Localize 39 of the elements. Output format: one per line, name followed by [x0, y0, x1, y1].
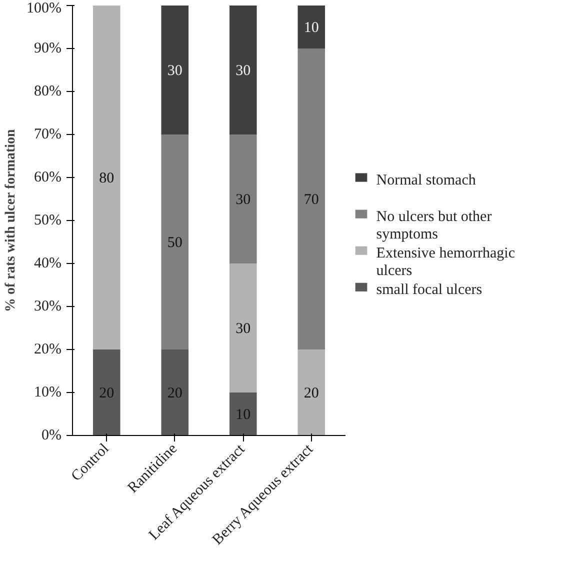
bar	[161, 350, 189, 436]
y-tick-label: 40%	[34, 256, 62, 272]
bar	[229, 134, 257, 264]
bar	[229, 6, 257, 134]
legend-label: No ulcers but other symptoms	[376, 208, 492, 242]
y-tick-label: 10%	[34, 384, 62, 400]
bar	[229, 264, 257, 392]
data-label: 20	[167, 386, 182, 402]
bar	[298, 6, 326, 48]
bar	[298, 48, 326, 350]
data-label: 70	[304, 192, 319, 208]
data-label: 30	[236, 63, 251, 79]
data-label: 30	[167, 63, 182, 79]
data-label: 30	[236, 321, 251, 337]
data-label: 10	[236, 407, 251, 423]
y-tick-label: 60%	[34, 170, 62, 186]
data-label: 30	[236, 192, 251, 208]
data-label: 20	[99, 386, 114, 402]
legend-label: Normal stomach	[376, 172, 476, 188]
y-tick-label: 30%	[34, 298, 62, 314]
y-tick-label: 80%	[34, 84, 62, 100]
y-tick-label: 50%	[34, 212, 62, 228]
legend-label: small focal ulcers	[376, 282, 482, 298]
y-tick-label: 0%	[42, 428, 62, 444]
data-label: 10	[304, 20, 319, 36]
bar	[161, 134, 189, 350]
y-tick-label: 70%	[34, 126, 62, 142]
y-tick-label: 90%	[34, 40, 62, 56]
bar	[161, 6, 189, 134]
data-label: 80	[99, 170, 114, 186]
bar	[92, 350, 120, 436]
bar	[92, 6, 120, 350]
y-tick-label: 100%	[26, 0, 62, 16]
y-tick-label: 20%	[34, 342, 62, 358]
data-label: 50	[167, 235, 182, 251]
bar	[298, 350, 326, 436]
y-axis-title: % of rats with ulcer formation	[4, 128, 19, 312]
bar	[229, 392, 257, 436]
data-label: 20	[304, 386, 319, 402]
